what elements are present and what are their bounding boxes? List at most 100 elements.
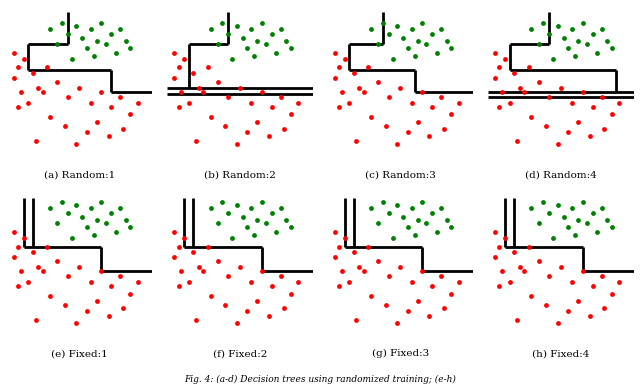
Point — [8, 74, 19, 81]
Point — [573, 217, 583, 223]
Point — [446, 224, 456, 230]
Point — [596, 26, 607, 32]
Point — [13, 64, 23, 71]
Point — [344, 279, 355, 285]
Point — [261, 41, 271, 47]
Point — [407, 100, 417, 106]
Point — [293, 279, 303, 285]
Point — [23, 100, 33, 106]
Point — [588, 31, 598, 37]
Point — [67, 55, 77, 62]
Point — [92, 38, 102, 44]
Point — [351, 138, 362, 144]
Point — [446, 290, 456, 296]
Point — [403, 308, 413, 314]
Point — [526, 293, 536, 300]
Point — [92, 217, 102, 223]
Point — [31, 138, 41, 144]
Point — [602, 217, 612, 223]
Point — [278, 126, 289, 132]
Point — [570, 53, 580, 59]
Point — [45, 114, 55, 120]
Point — [212, 79, 223, 85]
Point — [403, 129, 413, 135]
Point — [366, 293, 376, 300]
Point — [573, 298, 583, 304]
Point — [348, 70, 358, 76]
Point — [431, 50, 442, 56]
Point — [16, 89, 26, 95]
Point — [417, 268, 428, 275]
Point — [577, 268, 588, 275]
Point — [86, 205, 96, 211]
Point — [264, 312, 274, 319]
Point — [52, 220, 63, 226]
Point — [28, 249, 38, 256]
Point — [403, 224, 413, 230]
Point — [106, 31, 116, 37]
Point — [285, 45, 296, 52]
Point — [373, 41, 383, 47]
Text: (h) Fixed:4: (h) Fixed:4 — [532, 349, 589, 358]
Point — [271, 50, 282, 56]
Point — [454, 279, 464, 285]
Point — [442, 38, 452, 44]
Point — [63, 94, 73, 100]
Point — [115, 205, 125, 211]
Point — [334, 64, 344, 71]
Point — [31, 317, 41, 323]
Point — [45, 293, 55, 300]
Point — [275, 273, 285, 279]
Point — [8, 50, 19, 56]
Point — [106, 104, 116, 110]
Point — [526, 26, 536, 32]
Point — [92, 119, 102, 125]
Point — [556, 85, 566, 91]
Point — [71, 141, 81, 147]
Point — [526, 205, 536, 211]
Point — [563, 224, 573, 230]
Point — [567, 100, 577, 106]
Point — [176, 89, 186, 95]
Point — [106, 210, 116, 216]
Point — [330, 74, 340, 81]
Point — [504, 100, 515, 106]
Point — [596, 205, 607, 211]
Point — [592, 50, 602, 56]
Point — [454, 100, 464, 106]
Point — [203, 243, 213, 249]
Point — [383, 31, 394, 37]
Text: (f) Fixed:2: (f) Fixed:2 — [212, 349, 267, 358]
Point — [413, 217, 423, 223]
Point — [534, 258, 544, 264]
Point — [378, 199, 388, 206]
Point — [500, 235, 510, 241]
Point — [223, 31, 233, 37]
Point — [524, 64, 534, 71]
Point — [16, 268, 26, 275]
Point — [45, 26, 55, 32]
Point — [334, 283, 344, 289]
Point — [358, 268, 369, 275]
Point — [534, 41, 544, 47]
Point — [373, 79, 383, 85]
Point — [373, 258, 383, 264]
Point — [424, 133, 435, 140]
Point — [398, 214, 408, 220]
Point — [534, 79, 544, 85]
Text: (b) Random:2: (b) Random:2 — [204, 170, 276, 179]
Point — [436, 94, 446, 100]
Point — [111, 229, 121, 235]
Point — [582, 220, 592, 226]
Point — [249, 53, 259, 59]
Point — [118, 305, 128, 311]
Point — [490, 74, 500, 81]
Point — [285, 290, 296, 296]
Point — [267, 283, 277, 289]
Point — [421, 41, 431, 47]
Point — [8, 229, 19, 235]
Point — [13, 243, 23, 249]
Point — [330, 50, 340, 56]
Point — [267, 210, 277, 216]
Point — [57, 20, 67, 26]
